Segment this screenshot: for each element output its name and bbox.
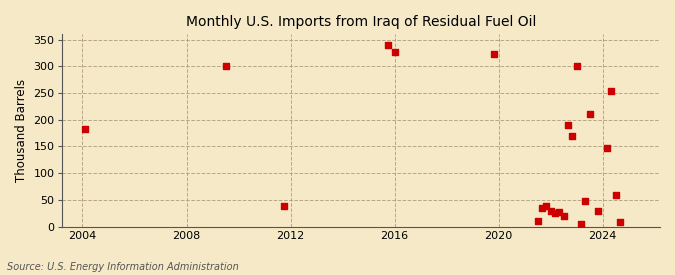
Title: Monthly U.S. Imports from Iraq of Residual Fuel Oil: Monthly U.S. Imports from Iraq of Residu… (186, 15, 536, 29)
Point (602, 146, 613, 150)
Point (576, 222, 587, 226)
Point (606, 89, 617, 94)
Point (489, 52, 500, 56)
Point (571, 64, 582, 68)
Point (585, 112, 595, 117)
Point (389, 50, 400, 54)
Point (563, 123, 574, 127)
Point (545, 208, 556, 213)
Point (558, 214, 569, 218)
Point (79, 127, 90, 131)
Point (615, 220, 626, 224)
Point (541, 204, 551, 208)
Point (383, 43, 394, 47)
Point (220, 64, 231, 68)
Point (549, 211, 560, 215)
Point (567, 134, 578, 138)
Point (554, 210, 565, 214)
Point (580, 199, 591, 203)
Point (533, 219, 543, 224)
Point (537, 206, 547, 210)
Point (279, 204, 290, 208)
Y-axis label: Thousand Barrels: Thousand Barrels (15, 79, 28, 182)
Point (610, 192, 621, 197)
Point (593, 208, 603, 213)
Text: Source: U.S. Energy Information Administration: Source: U.S. Energy Information Administ… (7, 262, 238, 272)
